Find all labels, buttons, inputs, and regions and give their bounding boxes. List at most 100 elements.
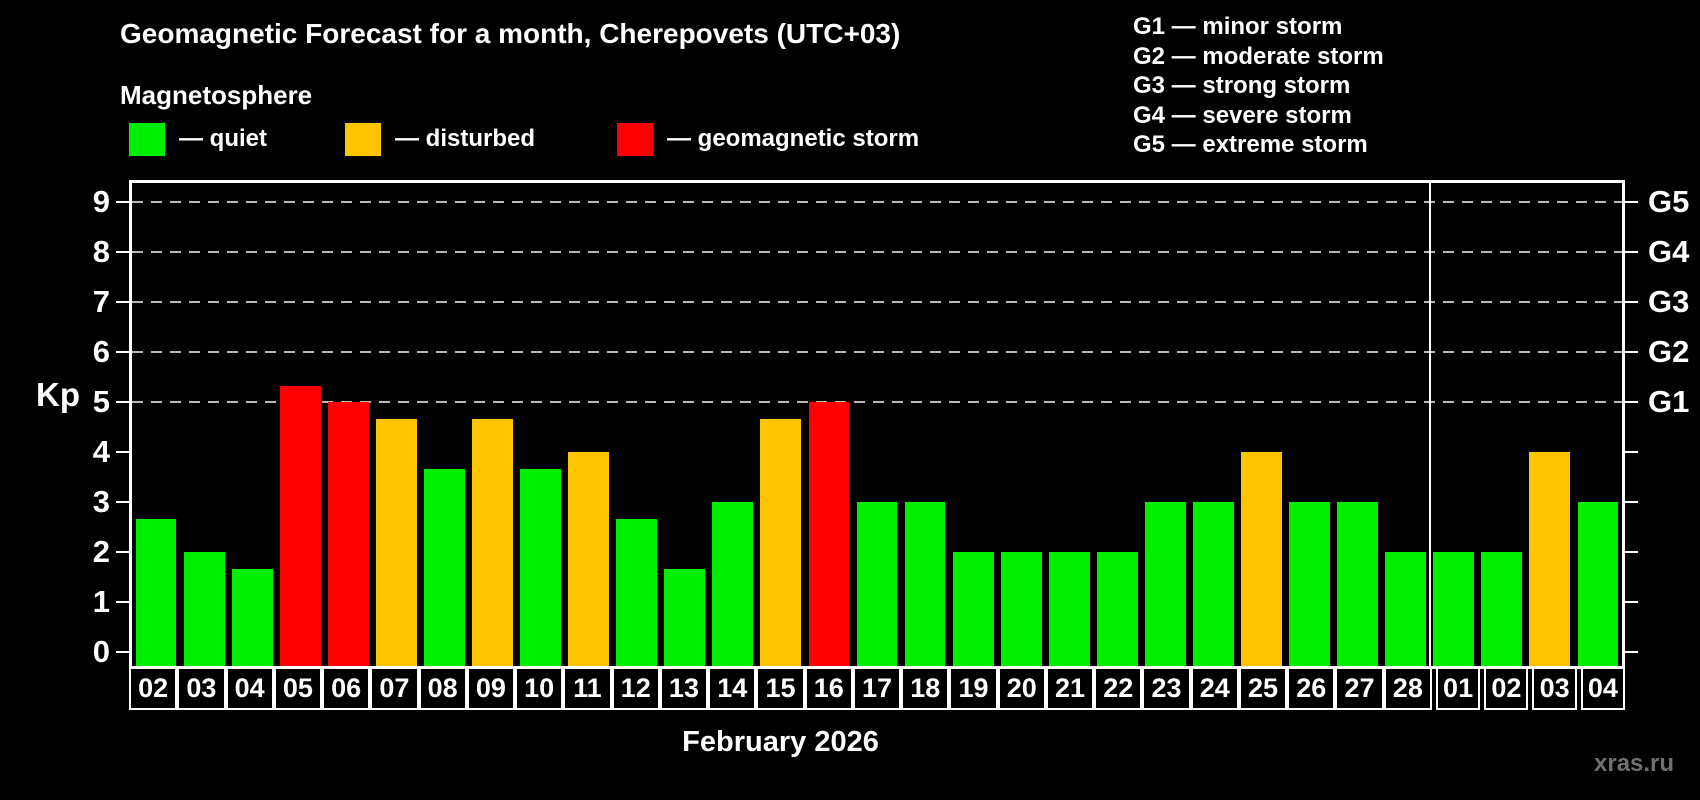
y-axis-tick-right-3 bbox=[1625, 501, 1638, 503]
storm-scale-line-g2: G2 — moderate storm bbox=[1133, 42, 1384, 70]
storm-scale-line-g3: G3 — strong storm bbox=[1133, 72, 1351, 99]
day-label-19: 19 bbox=[949, 666, 998, 710]
storm-scale-line-g1: G1 — minor storm bbox=[1133, 13, 1343, 40]
kp-bar-day-01 bbox=[1433, 552, 1475, 666]
y-axis-tick-right-1 bbox=[1625, 601, 1638, 603]
y-axis-tick-left-9 bbox=[116, 201, 129, 203]
gridline-kp9 bbox=[132, 201, 1622, 203]
day-label-06: 06 bbox=[322, 666, 371, 710]
y-axis-tick-left-8 bbox=[116, 251, 129, 253]
storm-scale-line-g4: G4 — severe storm bbox=[1133, 101, 1352, 129]
day-label-27: 27 bbox=[1335, 666, 1384, 710]
kp-bar-day-15 bbox=[760, 418, 802, 666]
day-label-14: 14 bbox=[708, 666, 757, 710]
y-axis-label-3: 3 bbox=[92, 484, 110, 519]
watermark: xras.ru bbox=[1594, 750, 1675, 777]
y-axis-tick-left-6 bbox=[116, 351, 129, 353]
storm-scale-legend: G1 — minor storm G2 — moderate storm G3 — … bbox=[1133, 12, 1384, 160]
kp-bar-day-07 bbox=[375, 418, 417, 666]
y-axis-tick-right-0 bbox=[1625, 651, 1638, 653]
y-axis-tick-left-0 bbox=[116, 651, 129, 653]
y-axis-tick-left-7 bbox=[116, 301, 129, 303]
kp-bar-day-22 bbox=[1096, 552, 1138, 666]
y-axis-tick-right-5 bbox=[1625, 401, 1638, 403]
y-axis-tick-left-2 bbox=[116, 551, 129, 553]
magnetosphere-label: Magnetosphere bbox=[120, 80, 313, 110]
kp-bar-day-03 bbox=[183, 552, 225, 666]
y-axis-title: Kp bbox=[36, 376, 80, 413]
y-axis-label-5: 5 bbox=[92, 384, 110, 419]
kp-bar-day-03 bbox=[1529, 452, 1571, 666]
y-axis-label-7: 7 bbox=[92, 284, 110, 319]
day-label-10: 10 bbox=[515, 666, 564, 710]
day-label-03: 03 bbox=[177, 666, 226, 710]
g-scale-label-g3: G3 bbox=[1648, 284, 1690, 319]
kp-bar-day-17 bbox=[856, 502, 898, 666]
day-label-13: 13 bbox=[659, 666, 709, 710]
y-axis-tick-right-6 bbox=[1625, 351, 1638, 353]
kp-bar-day-16 bbox=[808, 402, 850, 666]
day-label-21: 21 bbox=[1045, 666, 1095, 710]
kp-bar-day-26 bbox=[1289, 502, 1330, 666]
day-label-11: 11 bbox=[563, 666, 612, 710]
day-label-28: 28 bbox=[1383, 666, 1432, 710]
legend-label-disturbed: — disturbed bbox=[395, 125, 536, 152]
page-title: Geomagnetic Forecast for a month, Cherep… bbox=[120, 18, 901, 49]
gridline-kp7 bbox=[132, 301, 1622, 303]
kp-bar-day-24 bbox=[1193, 502, 1234, 666]
kp-bar-day-27 bbox=[1337, 502, 1379, 666]
y-axis-tick-right-9 bbox=[1625, 201, 1638, 203]
kp-bar-day-19 bbox=[952, 552, 994, 666]
y-axis-tick-right-8 bbox=[1625, 251, 1638, 253]
day-label-23: 23 bbox=[1142, 666, 1191, 710]
y-axis-label-9: 9 bbox=[92, 184, 110, 219]
legend-swatch-disturbed-icon bbox=[345, 122, 381, 156]
kp-bar-day-12 bbox=[616, 518, 658, 666]
y-axis-label-2: 2 bbox=[92, 534, 110, 569]
g-scale-label-g2: G2 bbox=[1648, 334, 1690, 369]
kp-bar-day-08 bbox=[423, 468, 465, 666]
legend-item-quiet: — quiet bbox=[129, 121, 267, 157]
y-axis-label-8: 8 bbox=[92, 234, 110, 269]
kp-bar-day-23 bbox=[1144, 502, 1186, 666]
x-axis-title: February 2026 bbox=[682, 726, 879, 758]
y-axis-label-0: 0 bbox=[92, 634, 110, 669]
kp-bar-day-04 bbox=[1577, 502, 1619, 666]
kp-bar-day-02 bbox=[1481, 552, 1523, 666]
x-axis-day-row: 02 03 04 05 06 07 08 09 10 11 12 13 14 15 16 17 18 19 20 21… bbox=[129, 666, 1625, 710]
y-axis-label-6: 6 bbox=[92, 334, 110, 369]
y-axis-label-1: 1 bbox=[92, 584, 110, 619]
gridline-kp5 bbox=[132, 401, 1622, 403]
y-axis-tick-right-4 bbox=[1625, 451, 1638, 453]
kp-bar-day-13 bbox=[664, 568, 706, 666]
y-axis-tick-right-2 bbox=[1625, 551, 1638, 553]
y-axis-tick-left-4 bbox=[116, 451, 129, 453]
y-axis-tick-left-3 bbox=[116, 501, 129, 503]
legend-item-storm: — geomagnetic storm bbox=[617, 121, 919, 157]
day-label-next-04: 04 bbox=[1580, 666, 1625, 710]
kp-bar-day-18 bbox=[904, 502, 946, 666]
day-label-24: 24 bbox=[1190, 666, 1239, 710]
kp-bar-day-25 bbox=[1241, 452, 1282, 666]
day-label-07: 07 bbox=[370, 666, 419, 710]
day-label-16: 16 bbox=[804, 666, 853, 710]
kp-bar-day-09 bbox=[472, 418, 513, 666]
kp-bar-day-05 bbox=[279, 385, 321, 666]
gridline-kp6 bbox=[132, 350, 1622, 353]
day-label-26: 26 bbox=[1287, 666, 1336, 710]
day-label-04: 04 bbox=[225, 666, 274, 710]
month-separator-line bbox=[1428, 183, 1431, 666]
kp-bar-day-10 bbox=[520, 468, 561, 666]
y-axis-tick-left-5 bbox=[116, 401, 129, 403]
day-label-22: 22 bbox=[1094, 666, 1143, 710]
y-axis-label-4: 4 bbox=[92, 434, 110, 469]
g-scale-label-g5: G5 bbox=[1648, 184, 1690, 219]
day-label-25: 25 bbox=[1238, 666, 1288, 710]
day-label-18: 18 bbox=[901, 666, 950, 710]
legend-label-storm: — geomagnetic storm bbox=[667, 125, 920, 152]
day-label-next-03: 03 bbox=[1532, 666, 1577, 710]
day-label-12: 12 bbox=[611, 666, 660, 710]
kp-bar-day-21 bbox=[1048, 552, 1090, 666]
g-scale-label-g4: G4 bbox=[1648, 234, 1690, 269]
